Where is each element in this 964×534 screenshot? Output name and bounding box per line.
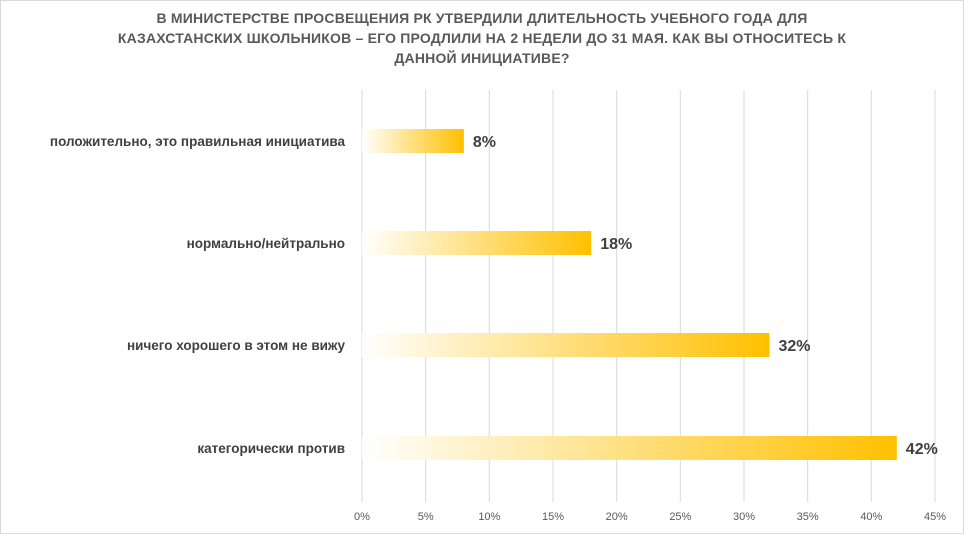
x-axis-ticks: 0% 5% 10% 15% 20% 25% 30% 35% 40% 45% bbox=[354, 511, 946, 523]
bars bbox=[362, 129, 897, 460]
x-tick-label: 20% bbox=[606, 511, 628, 523]
chart-title: В МИНИСТЕРСТВЕ ПРОСВЕЩЕНИЯ РК УТВЕРДИЛИ … bbox=[0, 8, 964, 68]
chart-title-line-2: КАЗАХСТАНСКИХ ШКОЛЬНИКОВ – ЕГО ПРОДЛИЛИ … bbox=[117, 30, 847, 46]
data-label: 32% bbox=[778, 338, 810, 355]
data-label: 8% bbox=[473, 134, 496, 151]
bar bbox=[362, 333, 770, 357]
category-label: ничего хорошего в этом не вижу bbox=[127, 338, 346, 353]
x-tick-label: 30% bbox=[733, 511, 755, 523]
x-tick-label: 0% bbox=[354, 511, 370, 523]
x-tick-label: 45% bbox=[924, 511, 946, 523]
x-tick-label: 25% bbox=[669, 511, 691, 523]
chart-title-line-3: ДАННОЙ ИНИЦИАТИВЕ? bbox=[394, 50, 570, 66]
category-label: нормально/нейтрально bbox=[187, 236, 345, 251]
x-tick-label: 35% bbox=[797, 511, 819, 523]
x-tick-label: 10% bbox=[478, 511, 500, 523]
category-label: категорически против bbox=[197, 441, 345, 456]
chart-title-line-1: В МИНИСТЕРСТВЕ ПРОСВЕЩЕНИЯ РК УТВЕРДИЛИ … bbox=[156, 10, 808, 26]
x-tick-label: 40% bbox=[860, 511, 882, 523]
category-label: положительно, это правильная инициатива bbox=[50, 134, 346, 149]
x-tick-label: 5% bbox=[418, 511, 434, 523]
data-label: 42% bbox=[906, 441, 938, 458]
bar bbox=[362, 436, 897, 460]
bar bbox=[362, 231, 592, 255]
labels: положительно, это правильная инициатива 8… bbox=[50, 134, 938, 458]
x-tick-label: 15% bbox=[542, 511, 564, 523]
data-label: 18% bbox=[600, 236, 632, 253]
grid-lines bbox=[361, 90, 936, 502]
bar bbox=[362, 129, 464, 153]
